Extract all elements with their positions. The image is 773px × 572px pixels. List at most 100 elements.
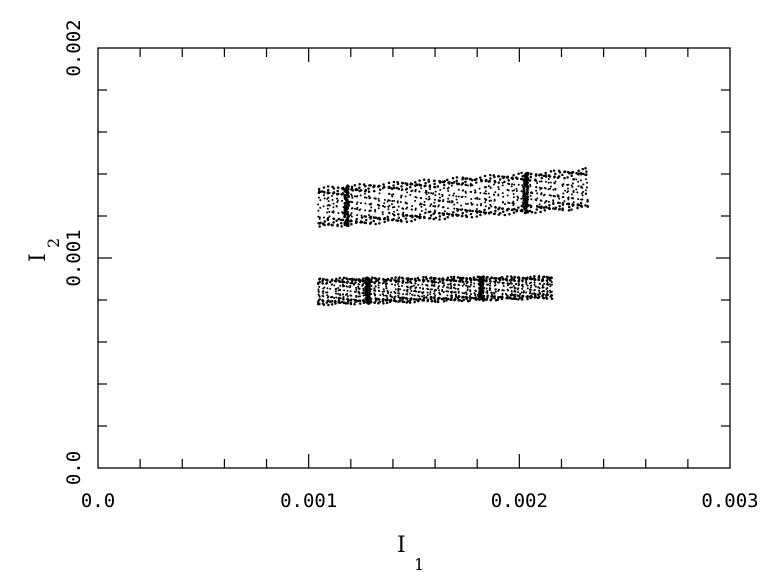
data-point xyxy=(319,190,322,194)
data-point xyxy=(452,194,455,197)
data-point xyxy=(506,275,509,278)
data-point xyxy=(539,293,541,296)
data-point xyxy=(476,204,479,207)
data-point xyxy=(483,197,486,200)
data-point xyxy=(488,196,491,199)
data-point xyxy=(498,206,501,209)
data-point xyxy=(439,199,442,202)
data-point xyxy=(494,277,498,280)
data-point xyxy=(399,218,403,222)
data-point xyxy=(528,209,532,213)
data-point xyxy=(473,292,476,295)
data-point xyxy=(570,174,573,177)
data-point xyxy=(432,205,435,208)
data-point xyxy=(390,187,394,190)
data-point xyxy=(535,208,539,211)
data-point xyxy=(323,286,326,289)
data-point xyxy=(486,275,489,279)
data-point xyxy=(581,172,585,176)
data-point xyxy=(414,282,417,285)
data-point xyxy=(553,182,556,185)
data-point xyxy=(540,187,543,190)
data-point xyxy=(552,207,555,210)
data-point xyxy=(322,216,325,219)
data-point xyxy=(577,169,580,172)
data-point xyxy=(396,180,399,184)
data-point xyxy=(453,297,457,301)
data-point xyxy=(461,291,464,294)
data-point xyxy=(436,300,440,304)
data-point xyxy=(397,216,401,219)
data-point xyxy=(487,283,490,286)
data-point xyxy=(517,206,520,209)
data-point xyxy=(425,193,428,196)
data-point xyxy=(420,205,423,208)
data-point xyxy=(542,206,546,209)
data-point xyxy=(460,214,464,218)
data-point xyxy=(318,216,321,219)
data-point xyxy=(401,296,404,299)
data-point xyxy=(497,295,501,299)
data-point xyxy=(438,218,441,221)
data-point xyxy=(548,283,551,286)
data-point xyxy=(579,201,583,205)
data-point xyxy=(577,180,580,183)
data-point xyxy=(505,277,508,281)
data-point xyxy=(417,283,420,286)
data-point xyxy=(411,204,414,207)
data-point xyxy=(390,283,393,286)
data-point xyxy=(362,294,365,297)
data-point xyxy=(387,208,390,211)
data-point xyxy=(336,189,339,193)
data-point xyxy=(337,298,341,302)
data-point xyxy=(444,297,448,300)
data-point xyxy=(530,281,533,284)
data-point xyxy=(374,222,377,226)
data-point xyxy=(586,199,589,202)
data-point xyxy=(389,279,392,282)
data-point xyxy=(457,283,460,286)
data-point xyxy=(455,213,458,216)
data-point xyxy=(443,210,446,213)
data-point xyxy=(478,198,481,201)
data-point xyxy=(409,186,412,189)
data-point xyxy=(319,206,322,209)
data-point xyxy=(364,184,367,188)
data-point xyxy=(526,276,529,279)
data-point xyxy=(341,278,344,282)
data-point xyxy=(570,184,573,187)
data-point xyxy=(464,291,467,294)
data-point xyxy=(379,294,382,297)
data-point xyxy=(549,187,552,190)
data-point xyxy=(503,175,506,179)
data-point xyxy=(393,199,396,202)
data-point xyxy=(561,183,564,186)
data-point xyxy=(547,177,550,180)
data-point xyxy=(333,279,337,283)
data-point xyxy=(567,202,570,205)
data-point xyxy=(482,211,486,214)
data-point xyxy=(397,187,401,191)
data-point xyxy=(513,275,516,279)
data-point xyxy=(346,295,349,298)
data-point xyxy=(535,205,539,208)
data-point xyxy=(489,203,492,206)
data-point xyxy=(539,173,542,176)
data-point xyxy=(546,276,550,279)
data-point xyxy=(370,284,373,287)
data-point xyxy=(545,283,548,286)
data-point xyxy=(455,195,458,198)
data-point xyxy=(346,302,349,305)
data-point xyxy=(445,212,449,215)
data-point xyxy=(397,205,400,208)
data-point xyxy=(476,196,479,199)
data-point xyxy=(442,285,445,288)
data-point xyxy=(512,278,516,281)
data-point xyxy=(326,294,329,297)
data-point xyxy=(327,222,331,225)
data-point xyxy=(442,300,446,303)
data-point xyxy=(331,185,334,188)
data-point xyxy=(426,294,429,297)
data-point xyxy=(494,191,497,194)
data-point xyxy=(410,219,413,223)
